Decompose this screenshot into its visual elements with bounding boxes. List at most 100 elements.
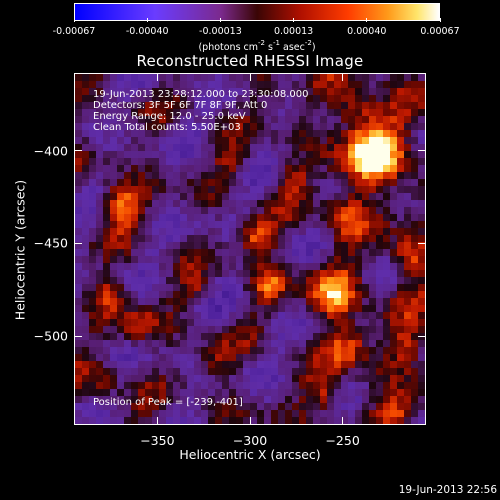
heatmap-cell [131, 354, 138, 361]
heatmap-cell [103, 116, 110, 123]
heatmap-cell [173, 368, 180, 375]
heatmap-cell [250, 165, 257, 172]
heatmap-cell [383, 284, 390, 291]
heatmap-cell [110, 228, 117, 235]
heatmap-cell [96, 298, 103, 305]
heatmap-cell [166, 291, 173, 298]
heatmap-cell [257, 410, 264, 417]
heatmap-cell [145, 389, 152, 396]
heatmap-cell [208, 81, 215, 88]
heatmap-cell [334, 277, 341, 284]
heatmap-cell [313, 263, 320, 270]
heatmap-cell [348, 270, 355, 277]
heatmap-cell [89, 116, 96, 123]
heatmap-cell [348, 109, 355, 116]
heatmap-cell [166, 333, 173, 340]
heatmap-cell [194, 193, 201, 200]
heatmap-cell [390, 263, 397, 270]
heatmap-cell [411, 291, 418, 298]
heatmap-cell [187, 361, 194, 368]
heatmap-cell [362, 298, 369, 305]
heatmap-cell [257, 242, 264, 249]
heatmap-cell [334, 116, 341, 123]
heatmap-cell [376, 312, 383, 319]
heatmap-cell [159, 193, 166, 200]
heatmap-cell [173, 319, 180, 326]
heatmap-cell [187, 249, 194, 256]
heatmap-cell [82, 382, 89, 389]
heatmap-cell [243, 109, 250, 116]
heatmap-cell [138, 130, 145, 137]
heatmap-cell [124, 396, 131, 403]
heatmap-cell [327, 347, 334, 354]
heatmap-cell [313, 333, 320, 340]
heatmap-cell [418, 347, 425, 354]
heatmap-cell [82, 375, 89, 382]
heatmap-cell [89, 165, 96, 172]
heatmap-cell [376, 228, 383, 235]
heatmap-cell [362, 347, 369, 354]
heatmap-cell [159, 179, 166, 186]
heatmap-cell [306, 305, 313, 312]
heatmap-cell [222, 158, 229, 165]
heatmap-cell [327, 109, 334, 116]
heatmap-cell [271, 95, 278, 102]
heatmap-cell [250, 95, 257, 102]
heatmap-cell [152, 200, 159, 207]
heatmap-cell [383, 403, 390, 410]
heatmap-cell [145, 144, 152, 151]
heatmap-cell [390, 270, 397, 277]
heatmap-cell [292, 361, 299, 368]
heatmap-cell [369, 410, 376, 417]
heatmap-cell [166, 305, 173, 312]
heatmap-cell [376, 403, 383, 410]
heatmap-cell [208, 326, 215, 333]
heatmap-cell [264, 347, 271, 354]
heatmap-cell [201, 130, 208, 137]
heatmap-cell [306, 368, 313, 375]
heatmap-cell [215, 228, 222, 235]
heatmap-cell [313, 312, 320, 319]
heatmap-cell [404, 382, 411, 389]
heatmap-cell [306, 382, 313, 389]
heatmap-cell [264, 186, 271, 193]
heatmap-cell [110, 263, 117, 270]
heatmap-cell [124, 417, 131, 424]
heatmap-cell [96, 242, 103, 249]
heatmap-cell [166, 74, 173, 81]
heatmap-cell [103, 312, 110, 319]
heatmap-cell [222, 95, 229, 102]
heatmap-cell [306, 123, 313, 130]
heatmap-cell [96, 221, 103, 228]
heatmap-cell [271, 389, 278, 396]
heatmap-cell [229, 312, 236, 319]
heatmap-cell [215, 123, 222, 130]
heatmap-cell [278, 361, 285, 368]
heatmap-cell [166, 361, 173, 368]
heatmap-cell [418, 144, 425, 151]
heatmap-cell [327, 403, 334, 410]
heatmap-cell [278, 326, 285, 333]
heatmap-cell [138, 137, 145, 144]
heatmap-cell [369, 277, 376, 284]
heatmap-cell [166, 81, 173, 88]
heatmap-cell [362, 81, 369, 88]
heatmap-cell [292, 354, 299, 361]
heatmap-cell [222, 214, 229, 221]
heatmap-cell [369, 403, 376, 410]
heatmap-cell [103, 256, 110, 263]
heatmap-cell [110, 158, 117, 165]
heatmap-cell [187, 179, 194, 186]
heatmap-cell [131, 291, 138, 298]
heatmap-cell [243, 137, 250, 144]
heatmap-cell [159, 200, 166, 207]
heatmap-cell [117, 312, 124, 319]
heatmap-cell [369, 186, 376, 193]
heatmap-cell [390, 396, 397, 403]
heatmap-cell [250, 375, 257, 382]
heatmap-cell [82, 319, 89, 326]
heatmap-cell [418, 340, 425, 347]
heatmap-cell [152, 81, 159, 88]
heatmap-cell [285, 235, 292, 242]
heatmap-cell [411, 354, 418, 361]
